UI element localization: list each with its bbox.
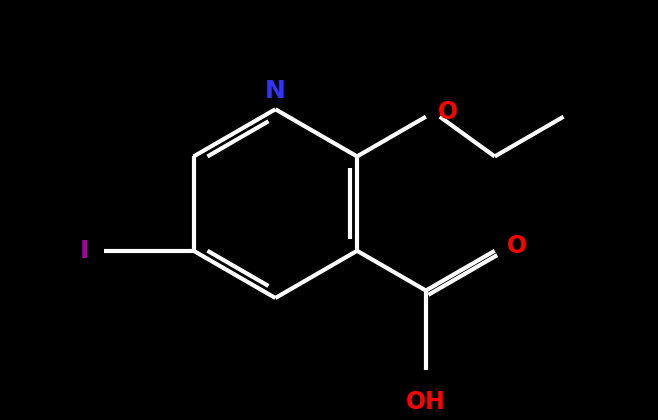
Text: O: O [507,234,527,258]
Text: I: I [80,239,89,263]
Text: N: N [265,79,286,103]
Text: O: O [438,100,458,124]
Text: OH: OH [406,390,446,414]
